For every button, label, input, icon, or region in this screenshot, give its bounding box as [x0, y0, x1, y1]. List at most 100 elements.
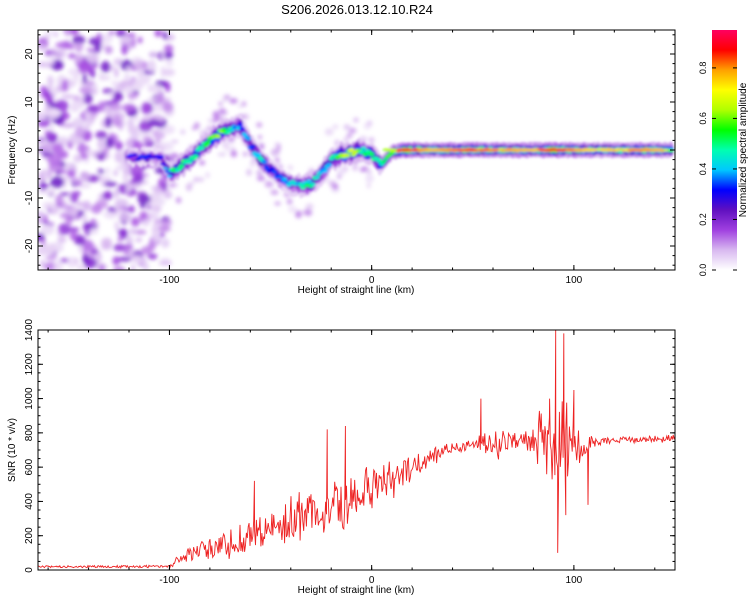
noise-blob [38, 232, 45, 242]
noise-blob [115, 30, 127, 38]
colorbar-tick-label: 0.2 [698, 213, 708, 226]
ridge-cell [360, 146, 367, 151]
noise-blob [87, 119, 93, 126]
noise-blob [95, 251, 102, 263]
noise-blob [51, 47, 57, 53]
noise-blob [137, 131, 152, 137]
noise-blob [141, 102, 152, 115]
noise-blob [153, 218, 163, 226]
colorbar: 0.0 0.2 0.4 0.6 0.8 Normalized spectral ampl… [698, 30, 749, 276]
noise-blob [46, 108, 61, 120]
noise-blob [38, 189, 52, 194]
noise-blob [55, 170, 61, 176]
snr-panel: -100 0 100 0 200 400 600 800 1000 1200 1400 Heigh… [7, 318, 676, 596]
noise-blob [336, 168, 346, 176]
noise-blob [274, 201, 281, 206]
noise-blob [130, 37, 136, 48]
noise-blob [65, 215, 73, 227]
noise-blob [256, 122, 263, 128]
noise-blob [48, 85, 54, 90]
ridge-cell [229, 127, 235, 132]
noise-blob [128, 205, 135, 214]
noise-blob [38, 137, 45, 142]
noise-blob [122, 171, 129, 184]
ridge-cell [310, 182, 316, 187]
noise-blob [149, 59, 156, 70]
noise-blob [73, 154, 83, 163]
ridge-cell [239, 126, 245, 131]
noise-blob [101, 237, 113, 248]
noise-blob [160, 219, 173, 226]
noise-blob [120, 159, 128, 168]
noise-blob [256, 170, 264, 176]
noise-blob [100, 33, 113, 44]
noise-blob [130, 130, 140, 141]
y-tick-label: 200 [24, 527, 35, 544]
noise-blob [185, 183, 193, 192]
noise-blob [53, 31, 59, 38]
noise-blob [38, 112, 46, 122]
ridge-cell [245, 136, 252, 141]
noise-blob [258, 135, 262, 140]
ridge-cell [136, 157, 142, 160]
y-tick-label: 600 [24, 458, 35, 475]
noise-blob [50, 88, 59, 97]
ridge-cell [215, 134, 221, 139]
noise-blob [230, 150, 238, 158]
spectrogram-y-ticks: -20 -10 0 10 20 [24, 48, 675, 253]
noise-blob [154, 142, 167, 149]
noise-blob [174, 182, 178, 188]
noise-blob [218, 101, 223, 106]
noise-blob [83, 96, 92, 105]
noise-blob [118, 207, 125, 215]
noise-blob [85, 52, 100, 64]
noise-blob [165, 59, 174, 67]
ridge-cell [488, 148, 500, 152]
noise-blob [242, 114, 250, 120]
ridge-cell [186, 160, 193, 164]
ridge-cell [383, 148, 398, 152]
noise-blob [270, 189, 279, 195]
noise-blob [368, 137, 375, 143]
y-tick-label: 1000 [24, 387, 35, 410]
y-tick-label: 0 [24, 567, 35, 573]
noise-blob [90, 249, 99, 255]
noise-blob [50, 204, 60, 215]
ridge-cell [132, 153, 138, 157]
noise-blob [74, 235, 86, 246]
noise-blob [112, 256, 120, 266]
noise-blob [99, 75, 111, 81]
noise-blob [147, 97, 158, 102]
noise-blob [162, 31, 168, 40]
noise-blob [126, 235, 133, 246]
noise-blob [142, 69, 155, 75]
noise-blob [343, 137, 349, 143]
noise-blob [58, 225, 63, 236]
noise-blob [130, 263, 136, 270]
noise-blob [144, 140, 155, 148]
noise-blob [79, 183, 92, 189]
noise-blob [102, 211, 114, 217]
noise-blob [108, 30, 115, 36]
ridge-cell [162, 167, 169, 170]
noise-blob [40, 224, 55, 236]
ridge-cell [381, 160, 387, 164]
noise-blob [324, 128, 334, 136]
ridge-cell [192, 154, 199, 159]
noise-blob [259, 143, 264, 150]
noise-blob [97, 150, 103, 155]
noise-blob [45, 132, 58, 143]
ridge-cell [146, 153, 152, 157]
noise-blob [76, 264, 87, 270]
noise-blob [84, 125, 90, 130]
noise-blob [60, 203, 70, 210]
noise-blob [86, 105, 101, 112]
noise-blob [62, 122, 75, 129]
y-tick-label: 0 [24, 147, 35, 153]
noise-blob [207, 118, 213, 123]
noise-blob [332, 183, 339, 190]
ridge-cell [358, 150, 365, 155]
y-tick-label: 1200 [24, 353, 35, 376]
ridge-cell [584, 148, 598, 152]
snr-y-ticks: 0 200 400 600 800 1000 1200 1400 [24, 318, 675, 573]
